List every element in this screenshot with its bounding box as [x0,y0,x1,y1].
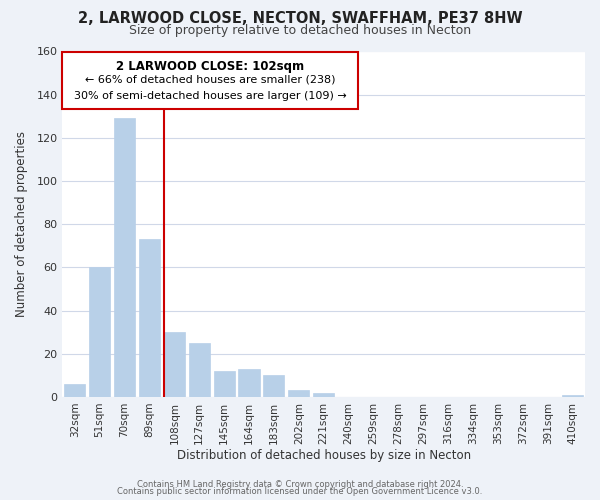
Text: Size of property relative to detached houses in Necton: Size of property relative to detached ho… [129,24,471,37]
Bar [139,240,160,397]
Bar [64,384,85,397]
Bar [89,268,110,397]
Bar [313,392,334,397]
Bar [188,343,210,397]
Bar [288,390,310,397]
Bar [263,376,284,397]
Text: 2 LARWOOD CLOSE: 102sqm: 2 LARWOOD CLOSE: 102sqm [116,60,304,73]
Text: Contains HM Land Registry data © Crown copyright and database right 2024.: Contains HM Land Registry data © Crown c… [137,480,463,489]
Bar [214,371,235,397]
FancyBboxPatch shape [62,52,358,108]
Bar [164,332,185,397]
Text: 30% of semi-detached houses are larger (109) →: 30% of semi-detached houses are larger (… [74,91,346,101]
Text: 2, LARWOOD CLOSE, NECTON, SWAFFHAM, PE37 8HW: 2, LARWOOD CLOSE, NECTON, SWAFFHAM, PE37… [77,11,523,26]
Text: ← 66% of detached houses are smaller (238): ← 66% of detached houses are smaller (23… [85,75,335,85]
Y-axis label: Number of detached properties: Number of detached properties [15,131,28,317]
Text: Contains public sector information licensed under the Open Government Licence v3: Contains public sector information licen… [118,487,482,496]
Bar [238,369,260,397]
X-axis label: Distribution of detached houses by size in Necton: Distribution of detached houses by size … [176,450,471,462]
Bar [114,118,135,397]
Bar [562,395,583,397]
